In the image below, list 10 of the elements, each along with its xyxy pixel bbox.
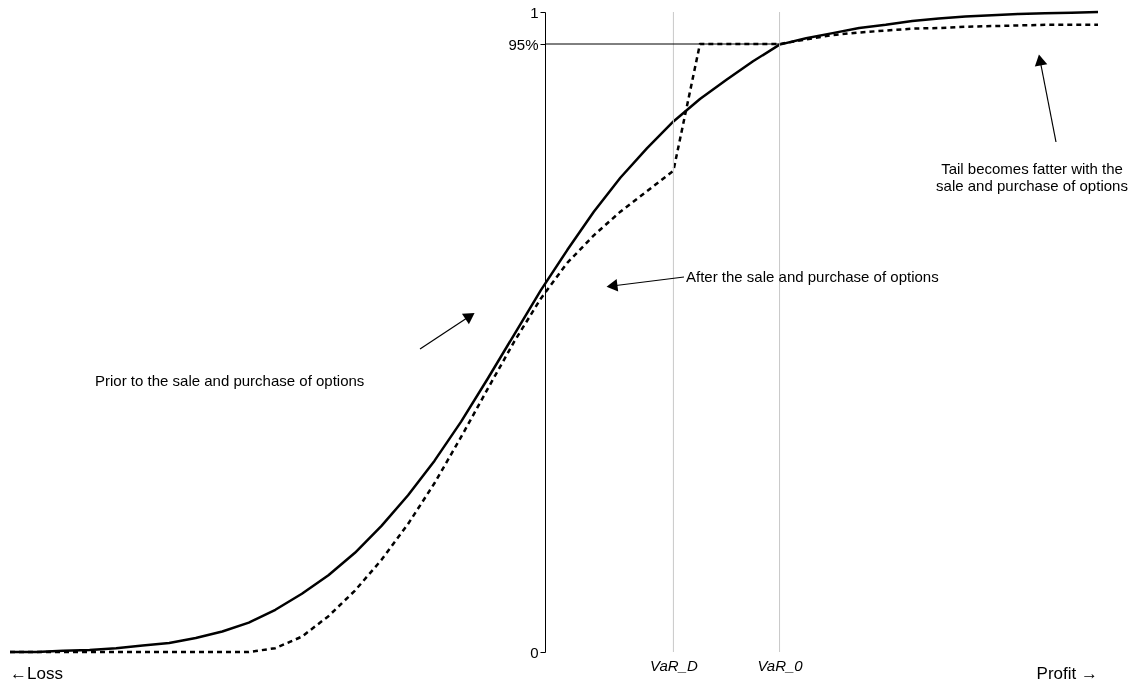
- text: ←Loss: [10, 664, 63, 683]
- text: Profit →: [1036, 664, 1098, 683]
- y-tick-label: 1: [530, 3, 539, 21]
- x-tick-label: VaR_0: [757, 656, 804, 674]
- annotation: After the sale and purchase of options: [686, 268, 939, 285]
- annotation: Prior to the sale and purchase of options: [95, 372, 365, 389]
- y-tick-label: 95%: [508, 35, 539, 53]
- annotation: Tail becomes fatter with the sale and purchase of options: [936, 160, 1128, 194]
- y-tick-label: 0: [530, 643, 539, 661]
- x-tick-label: VaR_D: [650, 656, 698, 674]
